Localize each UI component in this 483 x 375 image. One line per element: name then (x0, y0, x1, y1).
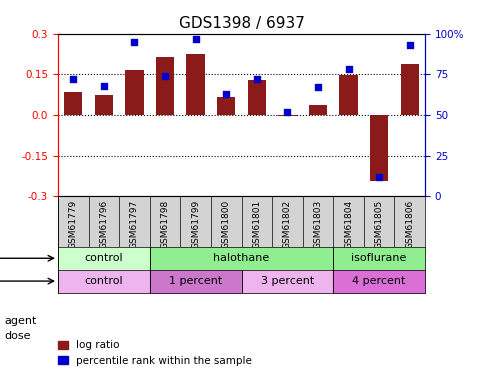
Bar (125, 70, 143, 115)
Text: GSM61803: GSM61803 (313, 200, 323, 249)
Point (375, 174, 383, 180)
Bar (278, 115, 297, 116)
Point (345, 66, 353, 72)
Point (253, 76, 261, 82)
Bar (400, 63, 419, 115)
Bar (370, 115, 388, 181)
Text: GSM61804: GSM61804 (344, 200, 353, 249)
Bar (156, 57, 174, 115)
Text: control: control (85, 276, 123, 286)
Point (100, 83, 108, 89)
Text: isoflurane: isoflurane (352, 253, 407, 263)
Title: GDS1398 / 6937: GDS1398 / 6937 (179, 16, 304, 31)
Bar (95, 94, 113, 115)
Bar (217, 98, 235, 115)
Text: 1 percent: 1 percent (169, 276, 222, 286)
Bar (309, 105, 327, 115)
Text: GSM61805: GSM61805 (375, 200, 384, 249)
Point (192, 36, 199, 42)
Text: GSM61802: GSM61802 (283, 200, 292, 249)
Point (130, 39, 138, 45)
Text: GSM61797: GSM61797 (130, 200, 139, 249)
Text: GSM61806: GSM61806 (405, 200, 414, 249)
Text: 3 percent: 3 percent (261, 276, 314, 286)
Point (406, 42, 413, 48)
Text: 4 percent: 4 percent (353, 276, 406, 286)
Text: GSM61800: GSM61800 (222, 200, 231, 249)
Point (284, 109, 291, 115)
Text: GSM61799: GSM61799 (191, 200, 200, 249)
Point (70, 76, 77, 82)
Text: GSM61796: GSM61796 (99, 200, 108, 249)
Bar (340, 75, 358, 115)
Point (314, 84, 322, 90)
Text: agent: agent (5, 316, 37, 326)
Text: GSM61779: GSM61779 (69, 200, 78, 249)
Bar (186, 54, 205, 115)
Text: GSM61801: GSM61801 (252, 200, 261, 249)
Text: dose: dose (5, 331, 31, 340)
Bar (248, 80, 266, 115)
Text: halothane: halothane (213, 253, 270, 263)
Text: control: control (85, 253, 123, 263)
Bar (64, 92, 83, 115)
Point (222, 91, 230, 97)
Text: GSM61798: GSM61798 (160, 200, 170, 249)
Point (161, 73, 169, 79)
Legend: log ratio, percentile rank within the sample: log ratio, percentile rank within the sa… (54, 336, 256, 370)
